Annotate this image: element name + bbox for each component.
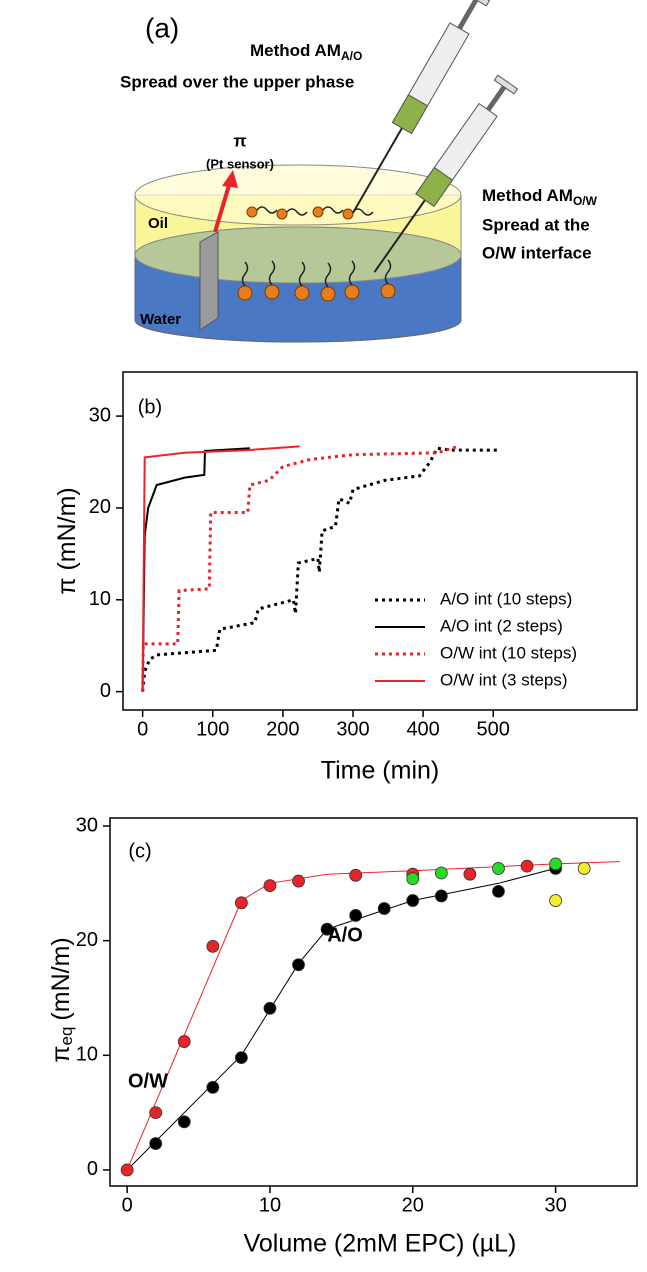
plot-frame xyxy=(122,371,638,711)
y-tick-label: 10 xyxy=(76,1044,98,1066)
syringe xyxy=(352,0,491,214)
series-line xyxy=(126,861,620,1171)
series-line xyxy=(141,445,300,692)
legend-label: O/W int (10 steps) xyxy=(440,643,577,662)
panel-label: (a) xyxy=(145,12,179,43)
data-point xyxy=(549,894,562,907)
x-tick-label: 100 xyxy=(196,718,229,740)
legend-label: A/O int (2 steps) xyxy=(440,616,563,635)
y-axis-label: π (mN/m) xyxy=(53,487,81,595)
panel-label: (c) xyxy=(128,840,151,862)
x-tick-label: 0 xyxy=(137,718,148,740)
data-point xyxy=(263,879,277,893)
x-tick-label: 400 xyxy=(406,718,439,740)
molecules xyxy=(237,206,396,302)
sensor-symbol: π xyxy=(233,131,246,150)
pt-sensor xyxy=(199,231,219,331)
plot-frame xyxy=(109,817,638,1187)
y-axis-label: πeq (mN/m) xyxy=(47,937,77,1062)
data-point xyxy=(292,958,305,972)
panel-label: (b) xyxy=(138,396,162,418)
y-tick-label: 0 xyxy=(87,1158,98,1180)
data-point xyxy=(206,939,220,953)
y-label-main: π xyxy=(47,1045,75,1062)
method-text: Method AM xyxy=(250,41,341,60)
data-point xyxy=(434,889,448,903)
data-point xyxy=(434,866,448,880)
method-sub: A/O xyxy=(341,49,362,63)
data-point xyxy=(234,896,248,910)
y-label-unit: (mN/m) xyxy=(47,937,75,1020)
legend-label: A/O int (10 steps) xyxy=(440,589,572,608)
x-tick-label: 30 xyxy=(544,1194,566,1216)
data-point xyxy=(549,857,562,871)
data-point xyxy=(349,868,363,882)
data-point xyxy=(377,902,391,915)
x-tick-label: 20 xyxy=(402,1194,424,1216)
data-point xyxy=(349,909,363,922)
method-label: Method AMO/W xyxy=(482,186,598,208)
x-axis-label: Volume (2mM EPC) (µL) xyxy=(244,1230,517,1258)
diagram: (a) Method AMA/O Spread over the upper p… xyxy=(120,0,598,343)
data-point xyxy=(577,862,591,875)
x-tick-label: 200 xyxy=(266,718,299,740)
y-tick-label: 20 xyxy=(76,929,98,951)
data-point xyxy=(177,1115,191,1129)
x-axis-label: Time (min) xyxy=(321,757,440,785)
method-desc: Spread over the upper phase xyxy=(120,72,354,91)
data-point xyxy=(520,859,534,873)
y-tick-label: 30 xyxy=(89,404,111,426)
x-tick-label: 10 xyxy=(259,1194,281,1216)
y-label-main: π (mN/m) xyxy=(53,487,81,595)
syringe xyxy=(373,74,519,273)
data-point xyxy=(492,884,505,898)
data-point xyxy=(206,1081,220,1094)
data-point xyxy=(149,1137,163,1150)
interface xyxy=(134,226,462,284)
data-point xyxy=(292,874,305,888)
x-tick-label: 0 xyxy=(122,1194,133,1216)
data-point xyxy=(463,867,477,881)
x-tick-label: 300 xyxy=(336,718,369,740)
data-point xyxy=(263,1001,277,1015)
arrow xyxy=(213,181,232,233)
method-text: Method AM xyxy=(482,186,573,205)
legend-label: O/W int (3 steps) xyxy=(440,670,568,689)
annotation: A/O xyxy=(327,924,363,946)
data-point xyxy=(406,894,420,907)
data-point xyxy=(406,872,420,886)
series-line xyxy=(141,447,250,692)
water-label: Water xyxy=(140,311,181,328)
annotation: O/W xyxy=(128,1070,168,1092)
method-sub: O/W xyxy=(573,194,598,208)
data-point xyxy=(149,1106,163,1120)
y-tick-label: 30 xyxy=(76,814,98,836)
series-line xyxy=(141,446,501,692)
data-point xyxy=(120,1163,134,1177)
dish-rim xyxy=(134,164,462,226)
y-tick-label: 10 xyxy=(89,588,111,610)
x-tick-label: 500 xyxy=(477,718,510,740)
data-point xyxy=(234,1051,248,1065)
method-desc: O/W interface xyxy=(482,243,592,262)
y-tick-label: 20 xyxy=(89,496,111,518)
method-label: Method AMA/O xyxy=(250,41,362,63)
data-point xyxy=(492,862,505,875)
y-tick-label: 0 xyxy=(100,680,111,702)
method-desc: Spread at the xyxy=(482,215,590,234)
y-label-sub: eq xyxy=(57,1027,76,1046)
oil-label: Oil xyxy=(148,215,168,232)
data-point xyxy=(177,1035,191,1048)
arrow-head xyxy=(222,170,238,188)
sensor-text: (Pt sensor) xyxy=(206,156,274,171)
data-point xyxy=(320,922,334,936)
